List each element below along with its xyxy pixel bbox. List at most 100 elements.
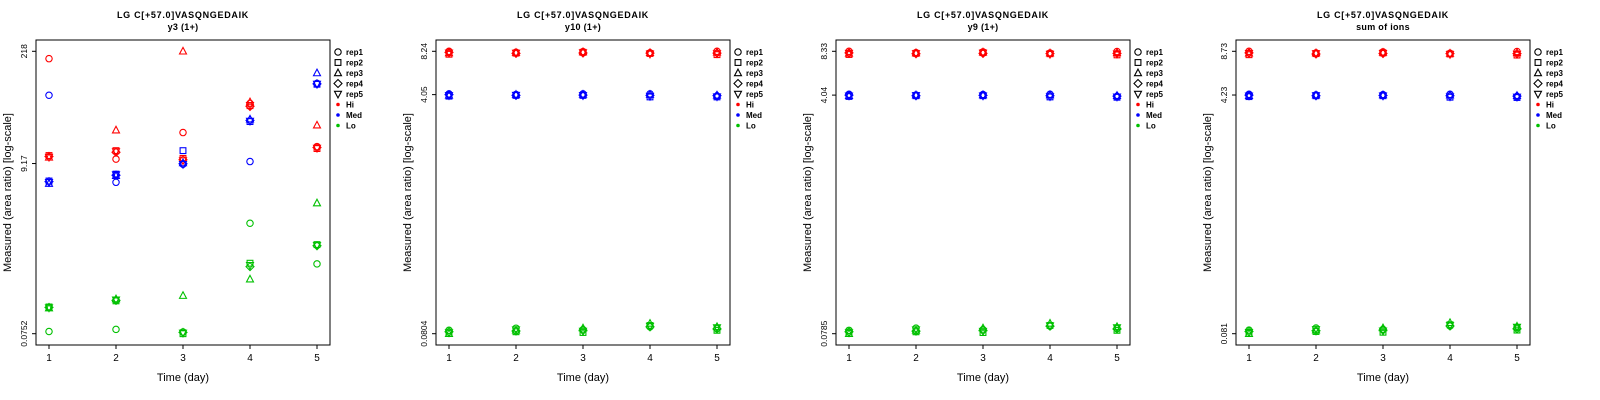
x-tick-label: 4 — [647, 353, 653, 364]
data-point — [844, 92, 854, 101]
data-point — [1378, 327, 1388, 336]
data-point — [1045, 93, 1055, 102]
x-axis-label: Time (day) — [556, 372, 610, 384]
legend-group-dot — [1136, 102, 1140, 107]
data-point — [1378, 89, 1388, 99]
x-tick-label: 5 — [1514, 353, 1520, 364]
data-point — [45, 327, 53, 336]
x-tick-label: 2 — [1313, 353, 1319, 364]
data-point — [1244, 92, 1254, 101]
data-point — [712, 93, 722, 102]
data-point — [245, 261, 255, 271]
panel-y3: LG C[+57.0]VASQNGEDAIK y3 (1+) Measured … — [0, 0, 400, 400]
plot-box — [1235, 39, 1531, 346]
legend-group-label: Lo — [346, 122, 356, 131]
x-tick-label: 3 — [180, 353, 186, 364]
data-point — [112, 325, 120, 334]
plot-box — [35, 39, 331, 346]
legend-rep-label: rep4 — [346, 80, 363, 89]
x-tick-label: 3 — [1380, 353, 1386, 364]
data-point — [111, 296, 121, 305]
legend-rep-label: rep3 — [746, 69, 763, 78]
data-point — [111, 148, 121, 157]
data-point — [333, 67, 343, 77]
x-tick-label: 5 — [1114, 353, 1120, 364]
data-point — [645, 92, 655, 102]
data-point — [1112, 50, 1122, 59]
data-point — [1512, 47, 1522, 57]
x-tick-label: 1 — [46, 353, 52, 364]
data-point — [734, 59, 742, 66]
data-point — [444, 49, 454, 58]
plot-box — [435, 39, 731, 346]
x-tick-label: 4 — [1447, 353, 1453, 364]
legend-group-label: Lo — [1546, 122, 1556, 131]
data-point — [111, 171, 121, 180]
data-point — [511, 326, 521, 336]
legend-group-label: Lo — [746, 122, 756, 131]
data-point — [1311, 50, 1321, 59]
data-point — [1311, 92, 1321, 101]
data-point — [45, 91, 53, 100]
data-point — [712, 324, 722, 334]
data-point — [1534, 48, 1542, 56]
data-point — [333, 90, 343, 100]
chart-subtitle: sum of ions — [1356, 22, 1410, 32]
data-point — [712, 324, 722, 333]
data-point — [511, 91, 521, 101]
legend-rep-label: rep5 — [746, 90, 763, 99]
data-point — [1045, 48, 1055, 57]
legend-group-label: Hi — [746, 101, 754, 110]
x-tick-label: 1 — [846, 353, 852, 364]
data-point — [978, 89, 988, 99]
legend-group-dot — [1536, 113, 1540, 117]
data-point — [1533, 78, 1543, 89]
data-point — [911, 50, 921, 59]
y-tick-label: 8.73 — [1219, 43, 1229, 60]
x-tick-label: 5 — [314, 353, 320, 364]
data-point — [444, 92, 454, 101]
chart-subtitle: y10 (1+) — [564, 22, 602, 32]
data-point — [511, 89, 521, 98]
data-point — [333, 78, 343, 89]
data-point — [1445, 48, 1455, 57]
legend-rep-label: rep2 — [346, 59, 363, 68]
legend-rep-label: rep4 — [746, 80, 763, 89]
data-point — [111, 125, 121, 134]
data-point — [1512, 323, 1522, 334]
data-point — [712, 90, 722, 99]
legend-group-label: Med — [746, 111, 762, 120]
chart-title: LG C[+57.0]VASQNGEDAIK — [916, 10, 1049, 20]
data-point — [178, 160, 188, 170]
data-point — [712, 50, 722, 59]
data-point — [511, 326, 521, 335]
data-points — [1244, 47, 1522, 338]
data-points — [844, 47, 1122, 338]
data-point — [733, 78, 743, 89]
data-point — [578, 327, 588, 337]
legend-group-dot — [1536, 123, 1540, 128]
data-point — [1045, 50, 1055, 60]
legend-rep-label: rep1 — [346, 48, 363, 57]
data-point — [733, 67, 743, 77]
chart-title: LG C[+57.0]VASQNGEDAIK — [516, 10, 649, 20]
data-point — [245, 274, 255, 283]
y-tick-label: 0.0785 — [819, 320, 829, 346]
legend-rep-label: rep1 — [1546, 48, 1563, 57]
data-point — [1244, 49, 1254, 59]
chart-title: LG C[+57.0]VASQNGEDAIK — [1316, 10, 1449, 20]
data-point — [1133, 78, 1143, 89]
data-point — [44, 304, 54, 313]
data-point — [245, 261, 255, 272]
data-point — [179, 128, 187, 137]
data-point — [178, 290, 188, 299]
panel-sum-of-ions: LG C[+57.0]VASQNGEDAIK sum of ions Measu… — [1200, 0, 1600, 400]
data-point — [1512, 323, 1522, 333]
data-point — [1311, 90, 1321, 99]
data-point — [334, 48, 342, 56]
data-point — [978, 92, 988, 101]
x-axis-label: Time (day) — [156, 372, 210, 384]
